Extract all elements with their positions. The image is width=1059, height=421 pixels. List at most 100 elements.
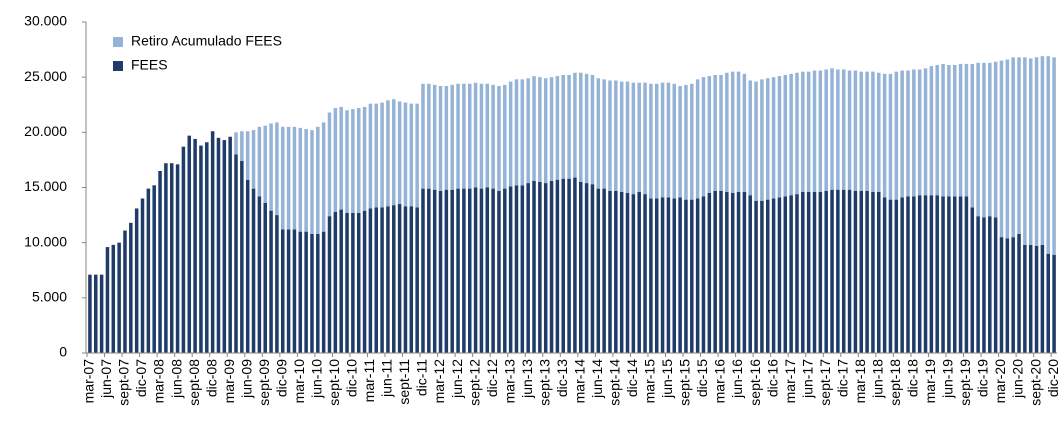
x-tick-label: jun-10 bbox=[309, 359, 325, 399]
bar-segment bbox=[275, 122, 279, 216]
bar-segment bbox=[993, 61, 998, 218]
x-tick-label: jun-15 bbox=[659, 359, 675, 399]
bar-segment bbox=[520, 79, 525, 186]
bar-segment bbox=[952, 65, 957, 197]
bar-segment bbox=[590, 74, 595, 185]
bar-segment bbox=[988, 62, 992, 217]
bar-segment bbox=[690, 199, 694, 353]
bar-segment bbox=[169, 163, 174, 353]
bar-segment bbox=[117, 242, 121, 353]
x-tick-label: jun-18 bbox=[869, 359, 885, 399]
bar-segment bbox=[543, 78, 548, 184]
x-tick-label: mar-11 bbox=[361, 359, 377, 403]
bar-segment bbox=[310, 130, 314, 234]
bar-segment bbox=[882, 197, 887, 353]
bar-segment bbox=[841, 69, 846, 190]
bar-segment bbox=[467, 188, 472, 353]
bar-segment bbox=[333, 211, 338, 353]
bar-segment bbox=[666, 197, 671, 353]
bar-segment bbox=[988, 216, 992, 353]
bar-segment bbox=[882, 73, 887, 198]
bar-segment bbox=[526, 78, 530, 184]
bar-segment bbox=[368, 103, 373, 209]
bar-segment bbox=[368, 208, 373, 353]
bar-segment bbox=[1046, 56, 1050, 254]
x-tick-label: jun-09 bbox=[238, 359, 254, 399]
bar-segment bbox=[316, 233, 320, 353]
bar-segment bbox=[654, 83, 659, 199]
bar-segment bbox=[649, 83, 653, 199]
bar-segment bbox=[427, 83, 431, 189]
x-tick-label: sept-07 bbox=[116, 359, 132, 406]
bar-segment bbox=[865, 190, 869, 353]
bar-segment bbox=[841, 189, 846, 353]
bar-segment bbox=[397, 101, 402, 205]
bar-segment bbox=[210, 131, 215, 353]
bar-segment bbox=[888, 199, 893, 353]
bar-segment bbox=[281, 229, 285, 353]
bar-segment bbox=[614, 190, 618, 353]
x-tick-label: sept-19 bbox=[957, 359, 973, 406]
bar-segment bbox=[345, 212, 349, 353]
bar-segment bbox=[941, 196, 945, 353]
bar-segment bbox=[608, 80, 612, 191]
x-tick-label: mar-19 bbox=[922, 359, 938, 404]
bar-segment bbox=[438, 85, 443, 191]
legend-label: Retiro Acumulado FEES bbox=[131, 33, 282, 49]
bar-segment bbox=[456, 83, 460, 189]
x-tick-label: jun-17 bbox=[799, 359, 815, 399]
bar-segment bbox=[900, 70, 904, 198]
bar-segment bbox=[123, 230, 127, 353]
bar-segment bbox=[549, 77, 554, 181]
bar-segment bbox=[964, 63, 969, 197]
bar-segment bbox=[766, 199, 770, 353]
bar-segment bbox=[485, 187, 490, 353]
bar-segment bbox=[380, 102, 384, 208]
bar-segment bbox=[859, 71, 863, 191]
bar-segment bbox=[327, 216, 332, 353]
bar-segment bbox=[286, 229, 291, 353]
bar-segment bbox=[543, 183, 548, 353]
bar-segment bbox=[134, 208, 139, 353]
x-tick-label: dic-12 bbox=[484, 359, 500, 397]
bar-segment bbox=[982, 217, 986, 353]
bar-segment bbox=[316, 126, 320, 234]
bar-segment bbox=[1023, 244, 1027, 353]
bar-segment bbox=[205, 142, 209, 353]
bar-segment bbox=[251, 130, 256, 189]
bar-segment bbox=[508, 81, 513, 187]
bar-segment bbox=[906, 70, 910, 197]
bar-segment bbox=[432, 189, 437, 353]
bar-segment bbox=[678, 85, 682, 198]
bar-segment bbox=[479, 83, 484, 189]
bar-segment bbox=[304, 129, 308, 232]
x-tick-label: sept-20 bbox=[1027, 359, 1043, 406]
bar-segment bbox=[251, 188, 256, 353]
bar-segment bbox=[245, 179, 250, 353]
bar-segment bbox=[421, 188, 425, 353]
x-tick-label: mar-12 bbox=[431, 359, 447, 404]
x-tick-label: jun-13 bbox=[519, 359, 535, 399]
bar-segment bbox=[894, 71, 899, 200]
legend-label: FEES bbox=[131, 57, 168, 73]
x-tick-label: sept-10 bbox=[326, 359, 342, 406]
bar-segment bbox=[392, 99, 396, 206]
bar-segment bbox=[467, 83, 472, 189]
bar-segment bbox=[1005, 238, 1010, 353]
bar-segment bbox=[181, 146, 186, 353]
x-tick-label: dic-07 bbox=[133, 359, 149, 397]
bar-segment bbox=[952, 196, 957, 353]
bar-segment bbox=[1011, 57, 1015, 238]
bar-segment bbox=[503, 188, 507, 353]
bar-segment bbox=[719, 190, 723, 353]
bar-segment bbox=[812, 191, 817, 353]
bar-segment bbox=[386, 100, 390, 207]
bar-segment bbox=[292, 126, 297, 230]
bar-segment bbox=[345, 110, 349, 213]
bar-segment bbox=[725, 72, 729, 192]
x-tick-label: dic-20 bbox=[1045, 359, 1059, 397]
x-tick-label: sept-15 bbox=[677, 359, 693, 406]
x-tick-label: sept-18 bbox=[887, 359, 903, 406]
bar-segment bbox=[374, 103, 378, 208]
bar-segment bbox=[275, 215, 279, 353]
